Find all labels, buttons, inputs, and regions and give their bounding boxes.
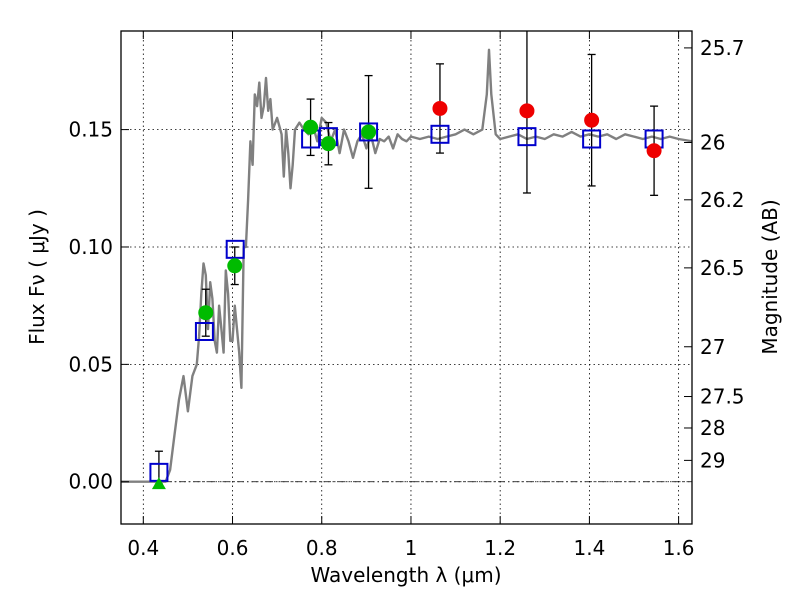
marker-layer bbox=[149, 100, 664, 490]
right-axis-label: Magnitude (AB) bbox=[758, 199, 782, 354]
x-tick-label: 1 bbox=[405, 536, 418, 560]
grid bbox=[121, 31, 692, 524]
model-photometry-square bbox=[225, 239, 245, 259]
y-tick-label: 0.10 bbox=[68, 235, 113, 259]
upper-limit-triangle bbox=[151, 477, 166, 490]
y-tick-label: 0.00 bbox=[68, 470, 113, 494]
observed-point-green bbox=[198, 305, 214, 321]
right-tick-label: 26.2 bbox=[700, 188, 745, 212]
right-tick-label: 29 bbox=[700, 448, 725, 472]
model-photometry-square bbox=[359, 122, 379, 142]
x-tick-label: 1.6 bbox=[663, 536, 695, 560]
observed-point-green bbox=[227, 258, 243, 274]
x-tick-label: 1.2 bbox=[484, 536, 516, 560]
observed-point-red bbox=[519, 103, 535, 119]
y-tick-label: 0.15 bbox=[68, 118, 113, 142]
right-tick-label: 26 bbox=[700, 131, 725, 155]
x-axis-label: Wavelength λ (μm) bbox=[310, 563, 501, 587]
y-tick-label: 0.05 bbox=[68, 352, 113, 376]
observed-point-red bbox=[646, 143, 662, 159]
x-tick-label: 0.6 bbox=[217, 536, 249, 560]
observed-point-red bbox=[584, 112, 600, 128]
right-tick-label: 28 bbox=[700, 416, 725, 440]
right-tick-label: 27.5 bbox=[700, 385, 745, 409]
x-tick-label: 1.4 bbox=[573, 536, 605, 560]
observed-point-red bbox=[432, 100, 448, 116]
observed-point-green bbox=[361, 124, 377, 140]
right-tick-label: 26.5 bbox=[700, 256, 745, 280]
model-photometry-square bbox=[194, 321, 214, 341]
plot-frame bbox=[120, 30, 693, 525]
x-tick-label: 0.4 bbox=[127, 536, 159, 560]
right-tick-label: 27 bbox=[700, 335, 725, 359]
observed-point-green bbox=[303, 119, 319, 135]
right-tick-label: 25.7 bbox=[700, 36, 745, 60]
ticks-layer: 0.4 0.6 0.8 1 1.2 1.4 1.6 0.00 0.05 0.10 0.15 25.7 2… bbox=[68, 31, 745, 560]
model-photometry-square bbox=[582, 129, 602, 149]
x-tick-label: 0.8 bbox=[306, 536, 338, 560]
y-axis-label: Flux Fν ( μJy ) bbox=[25, 209, 49, 345]
model-photometry-square bbox=[517, 127, 537, 147]
model-photometry-square bbox=[430, 124, 450, 144]
observed-point-green bbox=[320, 136, 336, 152]
